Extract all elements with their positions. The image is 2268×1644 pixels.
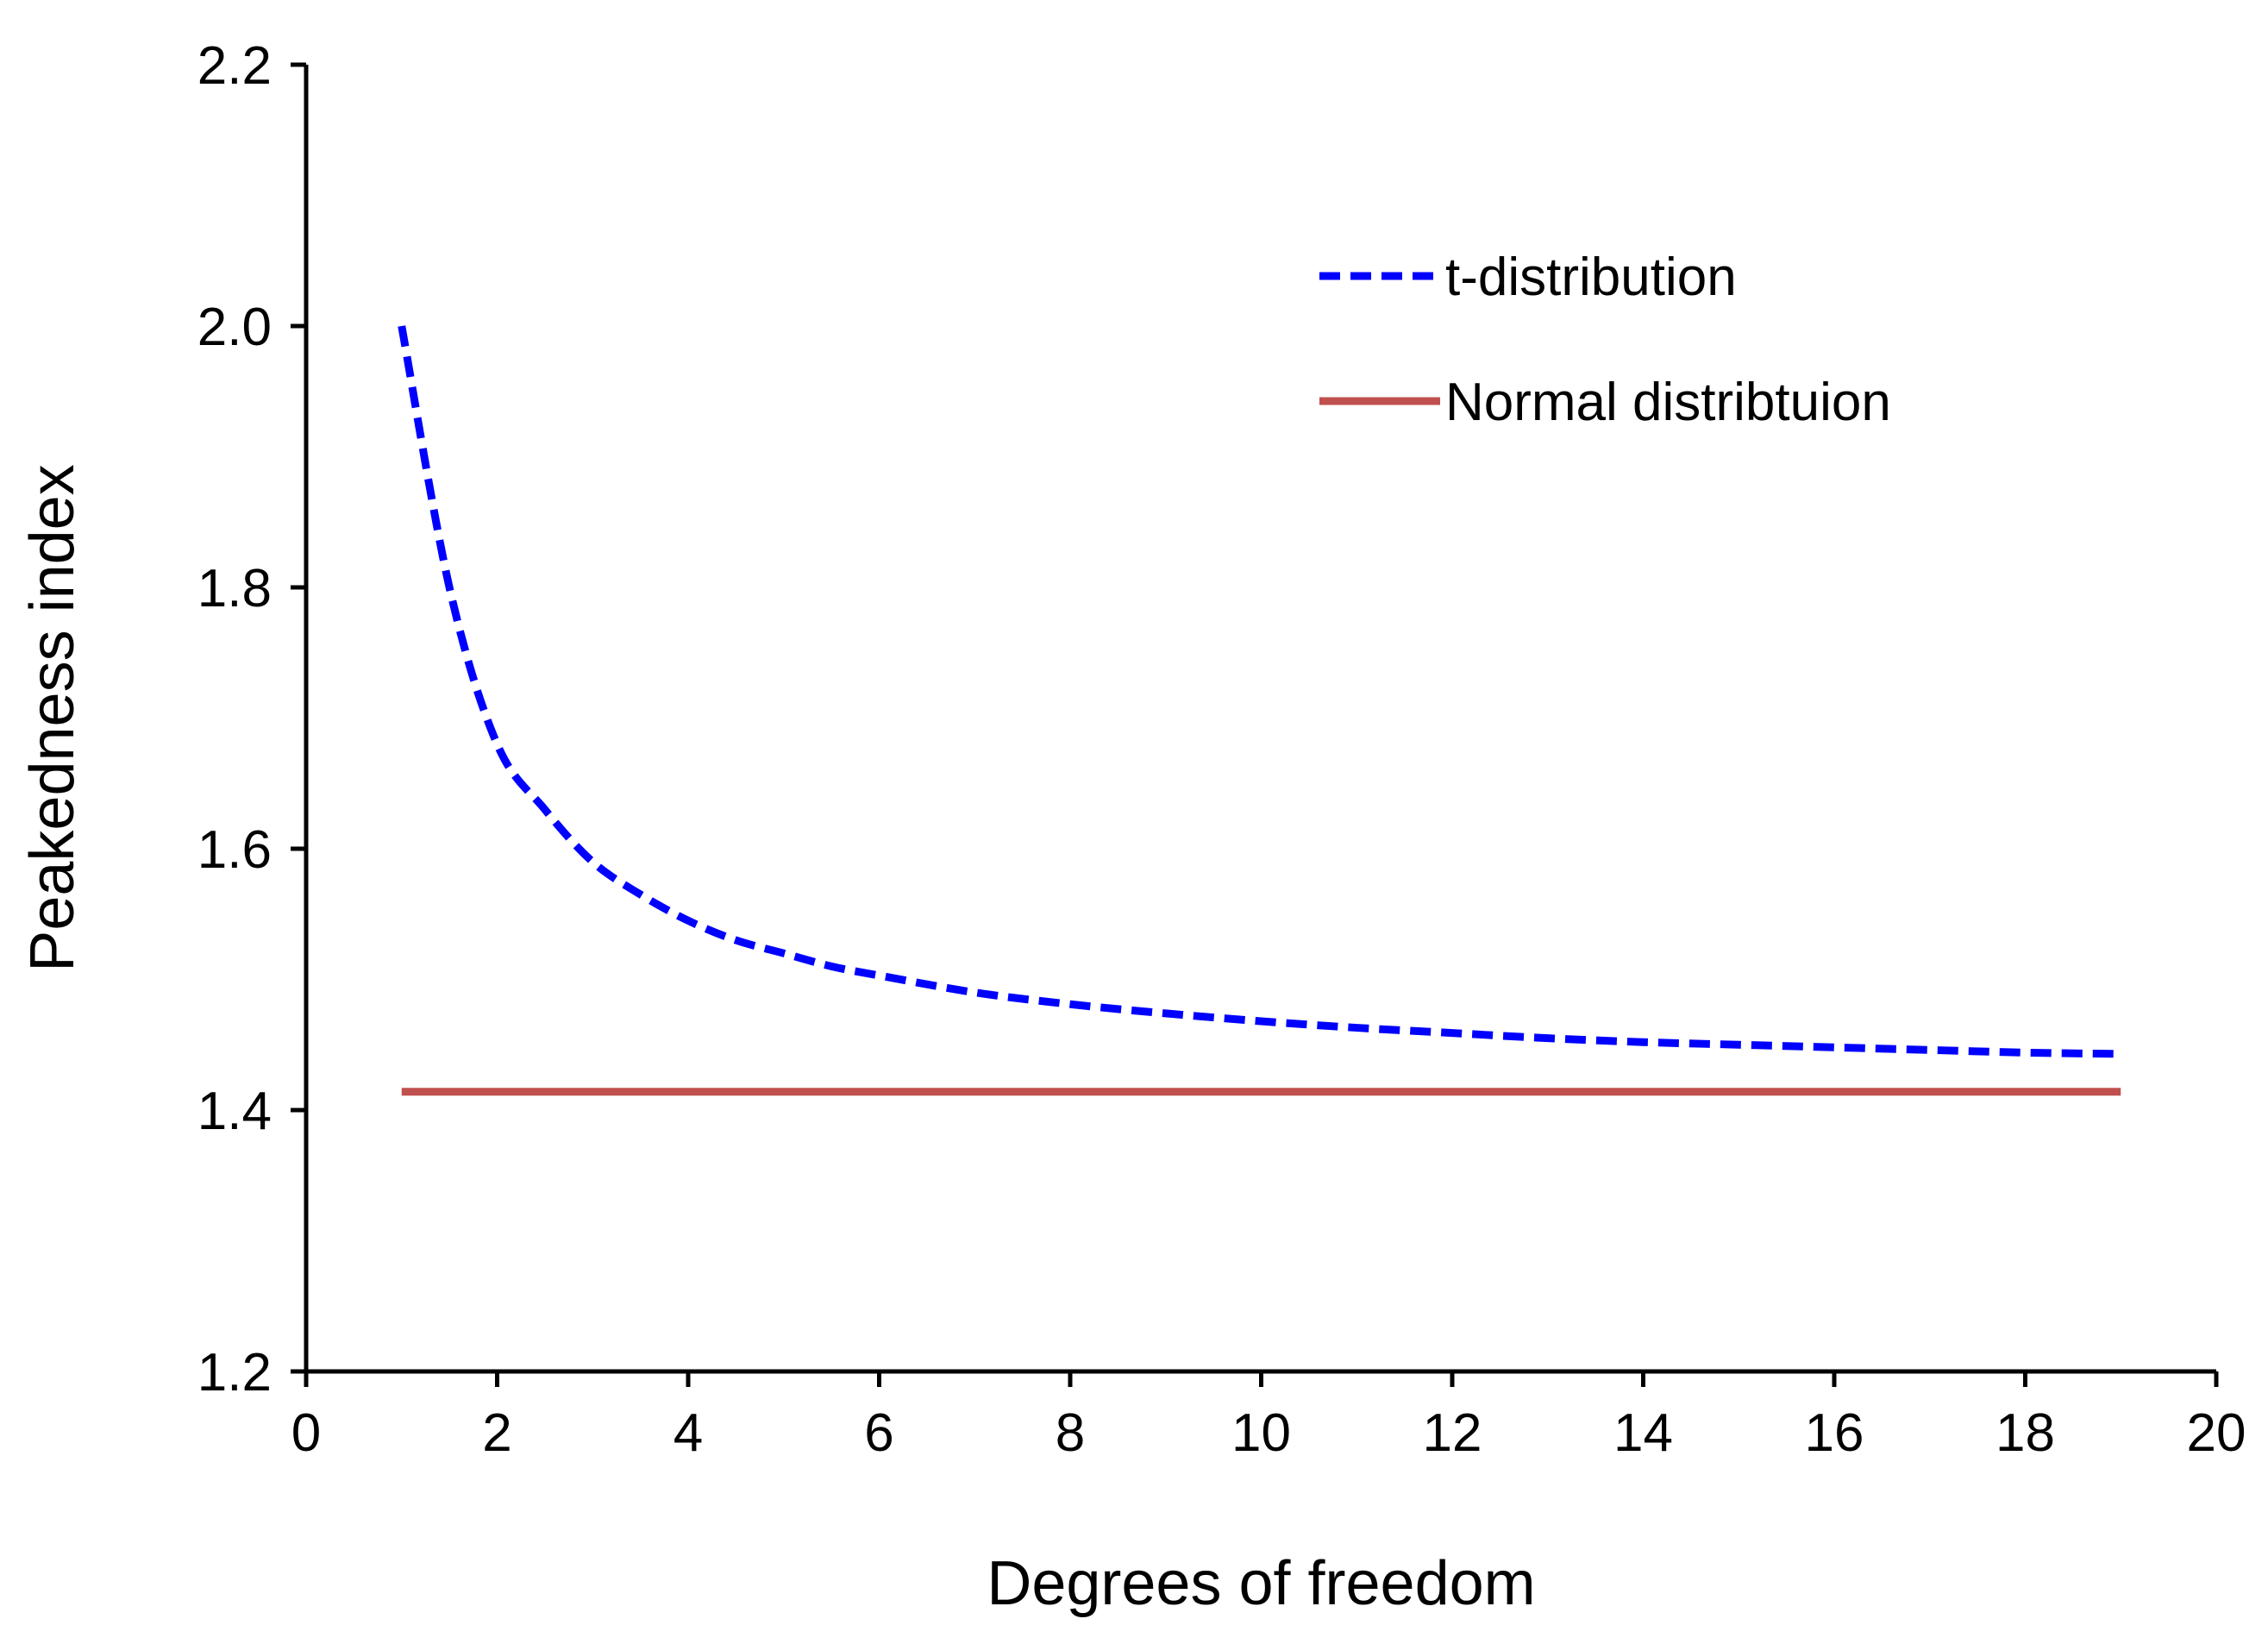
x-tick-label: 0 <box>291 1403 321 1463</box>
x-axis-ticks: 0 2 4 6 8 10 12 14 16 18 20 <box>291 1371 2246 1463</box>
x-tick-label: 18 <box>1995 1403 2055 1463</box>
x-tick-label: 16 <box>1805 1403 1864 1463</box>
x-tick-label: 4 <box>674 1403 703 1463</box>
y-tick-label: 2.2 <box>197 36 272 96</box>
y-tick-label: 2.0 <box>197 298 272 357</box>
legend-label: Normal distribtuion <box>1445 373 1891 432</box>
y-tick-label: 1.4 <box>197 1082 272 1141</box>
y-axis-title: Peakedness index <box>18 464 87 971</box>
x-tick-label: 10 <box>1231 1403 1291 1463</box>
legend: t-distribution Normal distribtuion <box>1319 248 1891 432</box>
y-axis-ticks: 1.2 1.4 1.6 1.8 2.0 2.2 <box>197 36 306 1402</box>
x-tick-label: 20 <box>2187 1403 2246 1463</box>
chart-axes <box>304 65 2216 1374</box>
y-tick-label: 1.8 <box>197 559 272 618</box>
legend-label: t-distribution <box>1445 248 1737 307</box>
series-line-t-distribution <box>398 325 2121 1058</box>
x-tick-label: 6 <box>864 1403 893 1463</box>
y-tick-label: 1.6 <box>197 820 272 880</box>
x-axis-title: Degrees of freedom <box>987 1549 1535 1618</box>
x-tick-label: 14 <box>1613 1403 1673 1463</box>
x-tick-label: 12 <box>1423 1403 1482 1463</box>
x-tick-label: 8 <box>1056 1403 1085 1463</box>
x-tick-label: 2 <box>482 1403 511 1463</box>
plot-series <box>398 325 2121 1096</box>
y-tick-label: 1.2 <box>197 1343 272 1402</box>
